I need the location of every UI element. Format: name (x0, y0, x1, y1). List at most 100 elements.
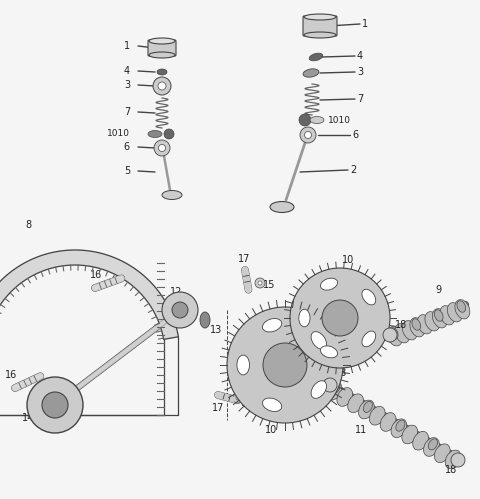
Ellipse shape (425, 312, 440, 331)
Ellipse shape (418, 315, 432, 334)
Text: 12: 12 (170, 287, 182, 297)
Circle shape (27, 377, 83, 433)
Ellipse shape (162, 191, 182, 200)
Ellipse shape (299, 309, 310, 327)
Text: 1: 1 (124, 41, 130, 51)
Text: 1010: 1010 (328, 115, 351, 124)
Ellipse shape (362, 331, 376, 347)
Ellipse shape (237, 355, 250, 375)
Ellipse shape (304, 32, 336, 38)
Ellipse shape (445, 450, 461, 469)
Ellipse shape (309, 53, 323, 61)
Ellipse shape (434, 444, 450, 463)
Ellipse shape (303, 69, 319, 77)
Ellipse shape (337, 388, 353, 406)
Circle shape (290, 268, 390, 368)
FancyBboxPatch shape (303, 16, 337, 36)
Text: 18: 18 (445, 465, 457, 475)
Text: 13: 13 (210, 325, 222, 335)
Circle shape (42, 392, 68, 418)
Ellipse shape (200, 312, 210, 328)
Text: 8: 8 (25, 220, 31, 230)
Circle shape (304, 132, 312, 139)
Ellipse shape (412, 319, 420, 330)
Text: 7: 7 (357, 94, 363, 104)
Circle shape (162, 292, 198, 328)
Circle shape (323, 378, 337, 392)
Text: 1010: 1010 (107, 129, 130, 138)
Ellipse shape (391, 419, 407, 438)
Ellipse shape (434, 310, 443, 321)
Text: 15: 15 (263, 280, 276, 290)
Polygon shape (0, 250, 179, 339)
Circle shape (164, 129, 174, 139)
Text: 4: 4 (124, 66, 130, 76)
Text: 10: 10 (342, 255, 354, 265)
Text: 6: 6 (124, 142, 130, 152)
Ellipse shape (263, 318, 282, 332)
Ellipse shape (455, 299, 470, 319)
Text: 11: 11 (355, 425, 367, 435)
Ellipse shape (370, 406, 385, 425)
Text: 7: 7 (124, 107, 130, 117)
Text: 1: 1 (362, 19, 368, 29)
Ellipse shape (348, 394, 363, 413)
Text: 2: 2 (350, 165, 356, 175)
Ellipse shape (304, 14, 336, 20)
Text: 14: 14 (22, 413, 34, 423)
Ellipse shape (413, 431, 429, 450)
Text: 3: 3 (124, 80, 130, 90)
Ellipse shape (396, 420, 405, 431)
Ellipse shape (148, 131, 162, 138)
Ellipse shape (311, 332, 326, 349)
Ellipse shape (326, 381, 342, 400)
Circle shape (322, 300, 358, 336)
Ellipse shape (310, 116, 324, 123)
Ellipse shape (149, 38, 175, 44)
Ellipse shape (410, 318, 425, 337)
Ellipse shape (263, 398, 282, 412)
Circle shape (263, 343, 307, 387)
Circle shape (236, 396, 240, 400)
Ellipse shape (447, 303, 462, 322)
Ellipse shape (321, 346, 337, 358)
FancyBboxPatch shape (148, 40, 176, 56)
Circle shape (258, 281, 262, 285)
Ellipse shape (359, 400, 374, 419)
Text: 10: 10 (265, 425, 277, 435)
Circle shape (451, 453, 465, 467)
Text: 5: 5 (124, 166, 130, 176)
Circle shape (255, 278, 265, 288)
Ellipse shape (149, 52, 175, 58)
Ellipse shape (428, 439, 437, 450)
Ellipse shape (395, 324, 410, 343)
Ellipse shape (380, 413, 396, 431)
Circle shape (299, 114, 311, 126)
Ellipse shape (362, 289, 376, 305)
Ellipse shape (402, 321, 417, 340)
Circle shape (172, 302, 188, 318)
Ellipse shape (432, 309, 447, 328)
Ellipse shape (457, 301, 466, 312)
Ellipse shape (331, 383, 340, 394)
Text: 17: 17 (238, 254, 251, 264)
Text: 15: 15 (241, 398, 253, 408)
Circle shape (153, 77, 171, 95)
Text: 17: 17 (212, 403, 224, 413)
Ellipse shape (270, 202, 294, 213)
Ellipse shape (402, 425, 418, 444)
Ellipse shape (387, 327, 402, 346)
Ellipse shape (157, 69, 167, 75)
Circle shape (233, 393, 243, 403)
Ellipse shape (423, 438, 439, 456)
Ellipse shape (363, 401, 372, 413)
Ellipse shape (440, 306, 455, 325)
Circle shape (158, 145, 166, 152)
Text: 3: 3 (357, 67, 363, 77)
Ellipse shape (389, 328, 398, 339)
Text: 4: 4 (357, 51, 363, 61)
Circle shape (158, 82, 166, 90)
Text: 18: 18 (335, 368, 347, 378)
Ellipse shape (311, 381, 326, 398)
Ellipse shape (321, 278, 337, 290)
